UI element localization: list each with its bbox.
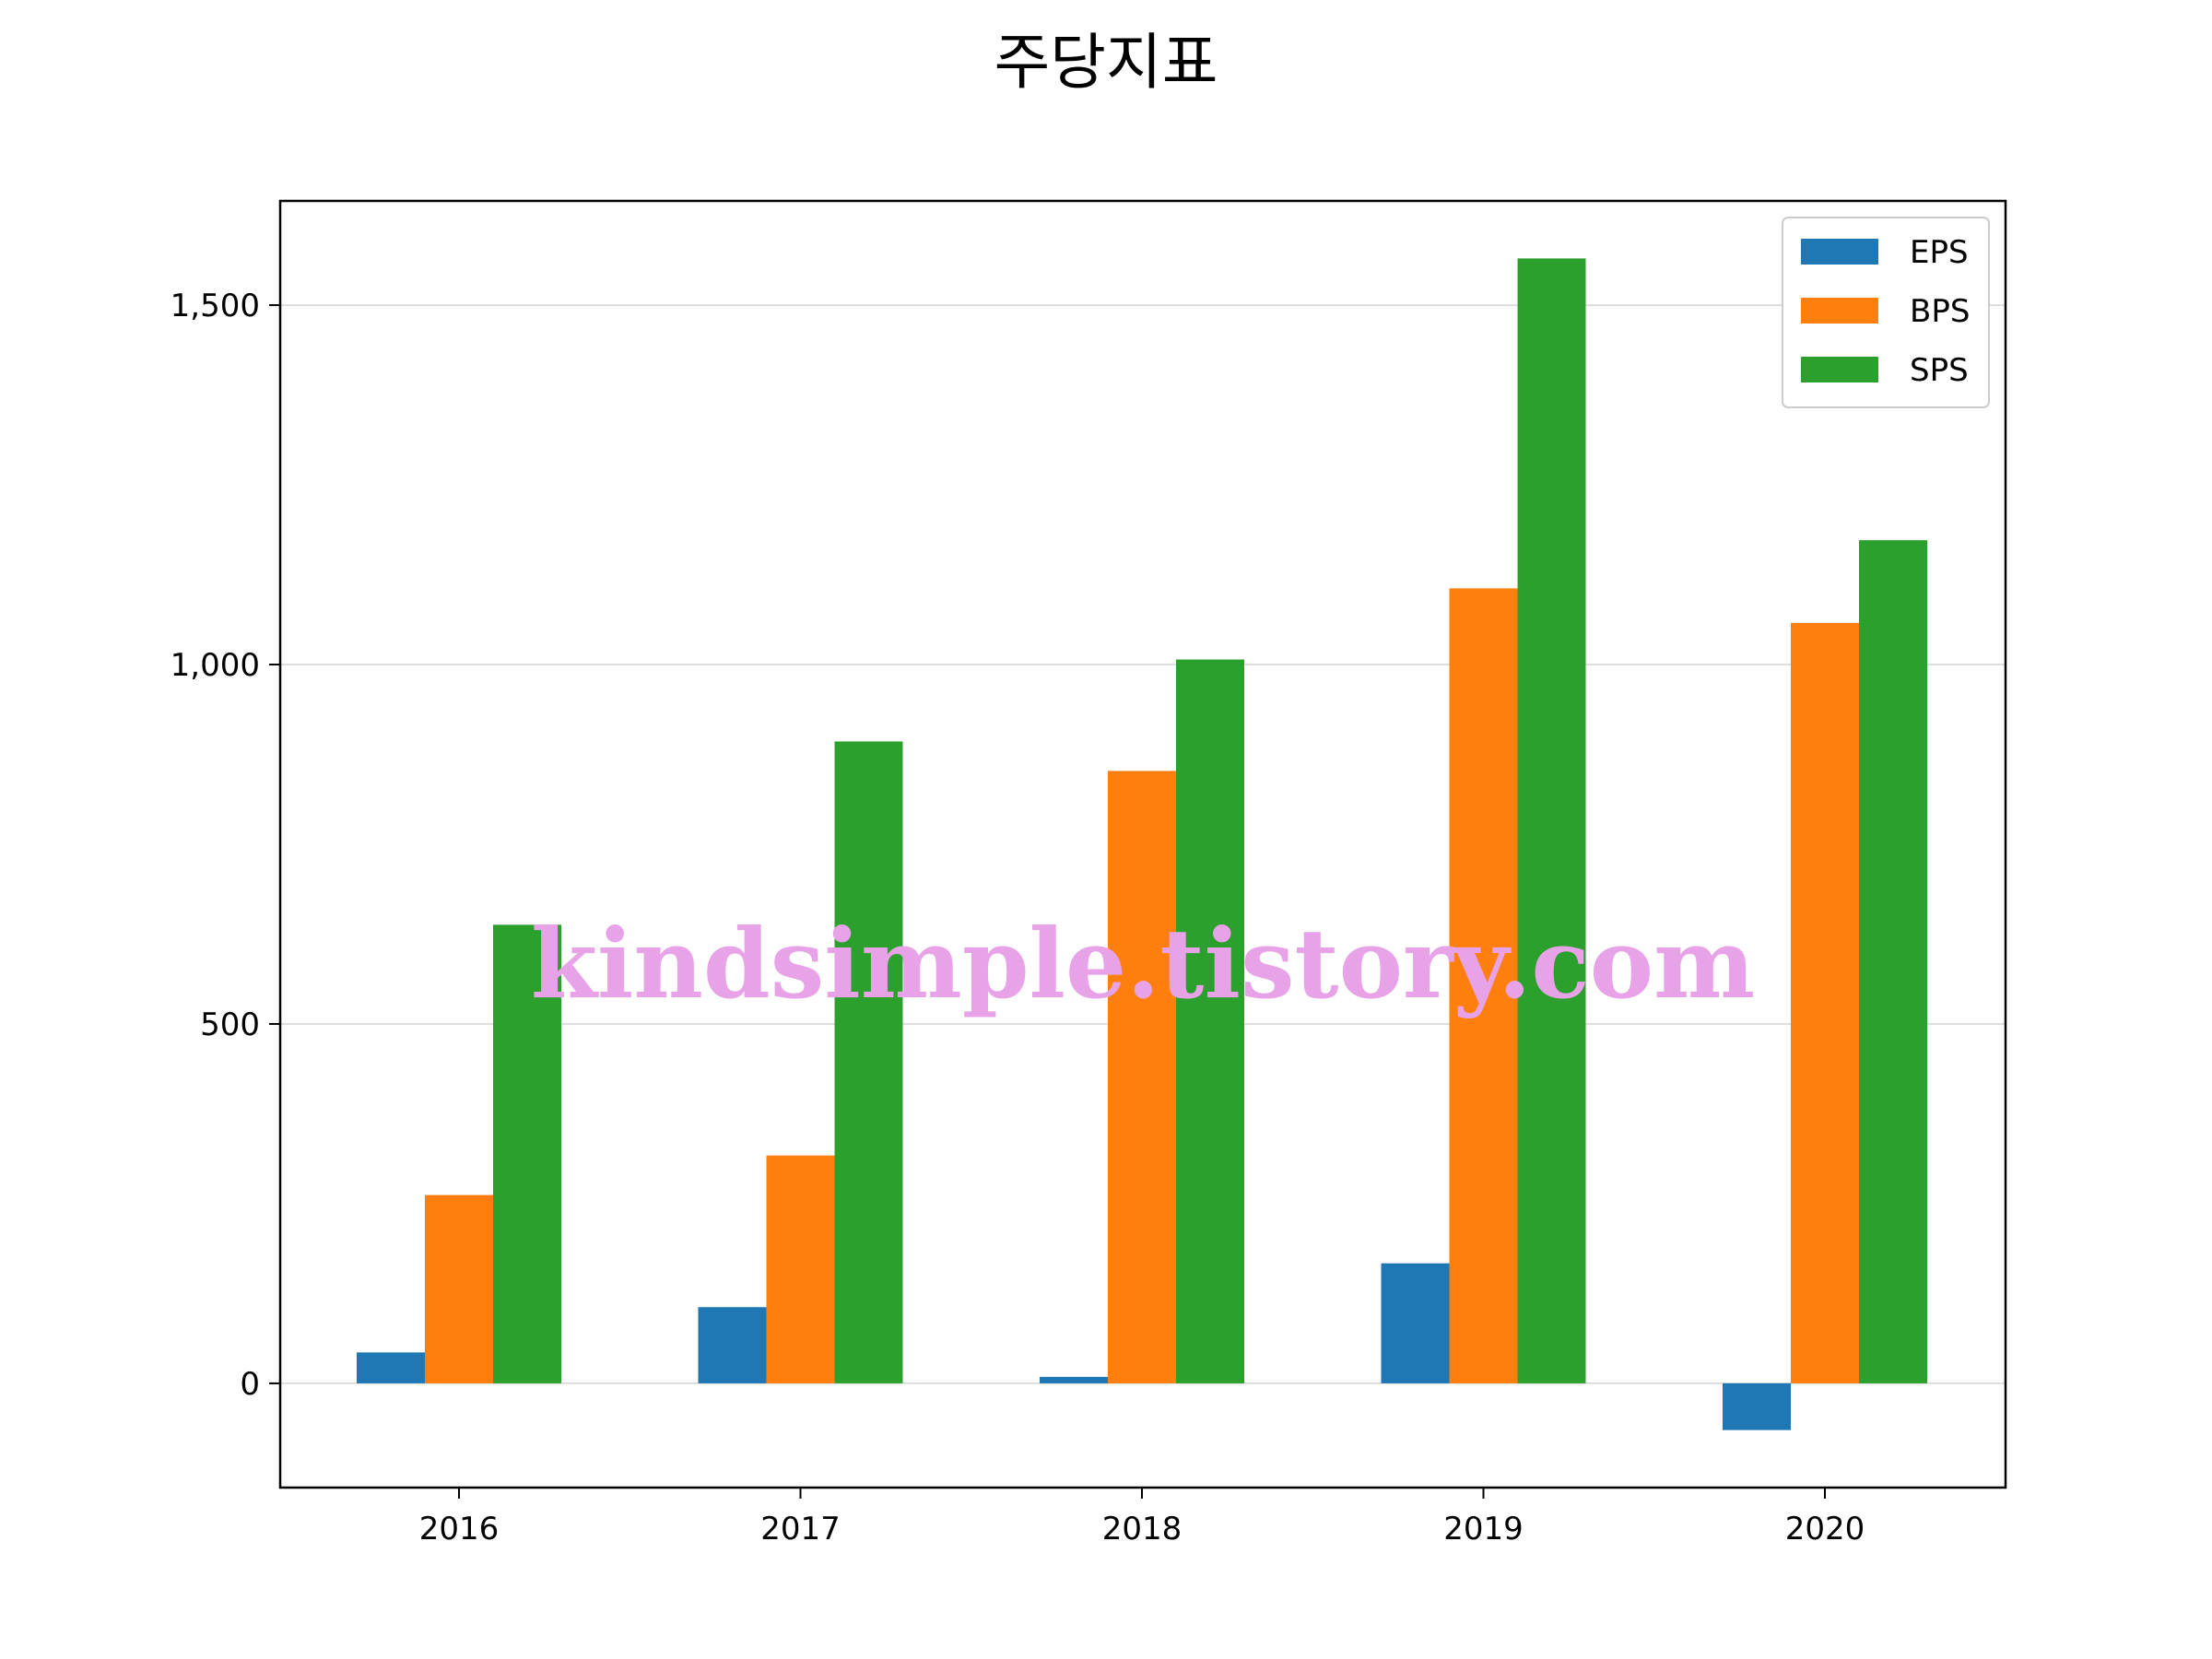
bar-sps-2017 <box>834 741 903 1383</box>
y-tick-label: 1,000 <box>171 647 260 684</box>
legend: EPS BPS SPS <box>1782 217 1990 408</box>
y-axis: 0 500 1,000 1,500 <box>171 288 280 1403</box>
legend-label-bps: BPS <box>1910 293 1970 330</box>
bar-eps-2020 <box>1723 1382 1791 1430</box>
bar-bps-2016 <box>425 1194 493 1383</box>
legend-label-eps: EPS <box>1910 234 1969 271</box>
watermark: kindsimple.tistory.com <box>531 907 1755 1020</box>
bar-bps-2020 <box>1791 622 1859 1383</box>
x-axis: 2016 2017 2018 2019 2020 <box>419 1488 1865 1547</box>
y-tick-label: 500 <box>200 1006 260 1043</box>
legend-swatch-bps <box>1801 298 1878 324</box>
bar-sps-2020 <box>1859 540 1927 1383</box>
x-tick-label: 2018 <box>1102 1511 1182 1547</box>
bar-bps-2018 <box>1108 771 1176 1383</box>
bar-eps-2017 <box>698 1307 767 1383</box>
bar-eps-2016 <box>357 1352 425 1383</box>
legend-swatch-sps <box>1801 357 1878 382</box>
x-tick-label: 2019 <box>1443 1511 1524 1547</box>
y-tick-label: 0 <box>240 1366 260 1403</box>
bar-sps-2018 <box>1176 659 1244 1383</box>
bar-bps-2019 <box>1449 588 1518 1383</box>
x-tick-label: 2020 <box>1785 1511 1865 1547</box>
bar-eps-2019 <box>1381 1263 1450 1383</box>
legend-swatch-eps <box>1801 239 1878 265</box>
x-tick-label: 2016 <box>419 1511 500 1547</box>
chart-title: 주당지표 <box>994 27 1218 98</box>
legend-label-sps: SPS <box>1910 352 1969 389</box>
bar-bps-2017 <box>766 1155 835 1383</box>
bar-sps-2016 <box>493 924 561 1383</box>
y-tick-label: 1,500 <box>171 288 260 324</box>
bar-sps-2019 <box>1517 258 1586 1383</box>
bars <box>357 258 1927 1430</box>
bar-eps-2018 <box>1040 1376 1108 1383</box>
x-tick-label: 2017 <box>760 1511 841 1547</box>
